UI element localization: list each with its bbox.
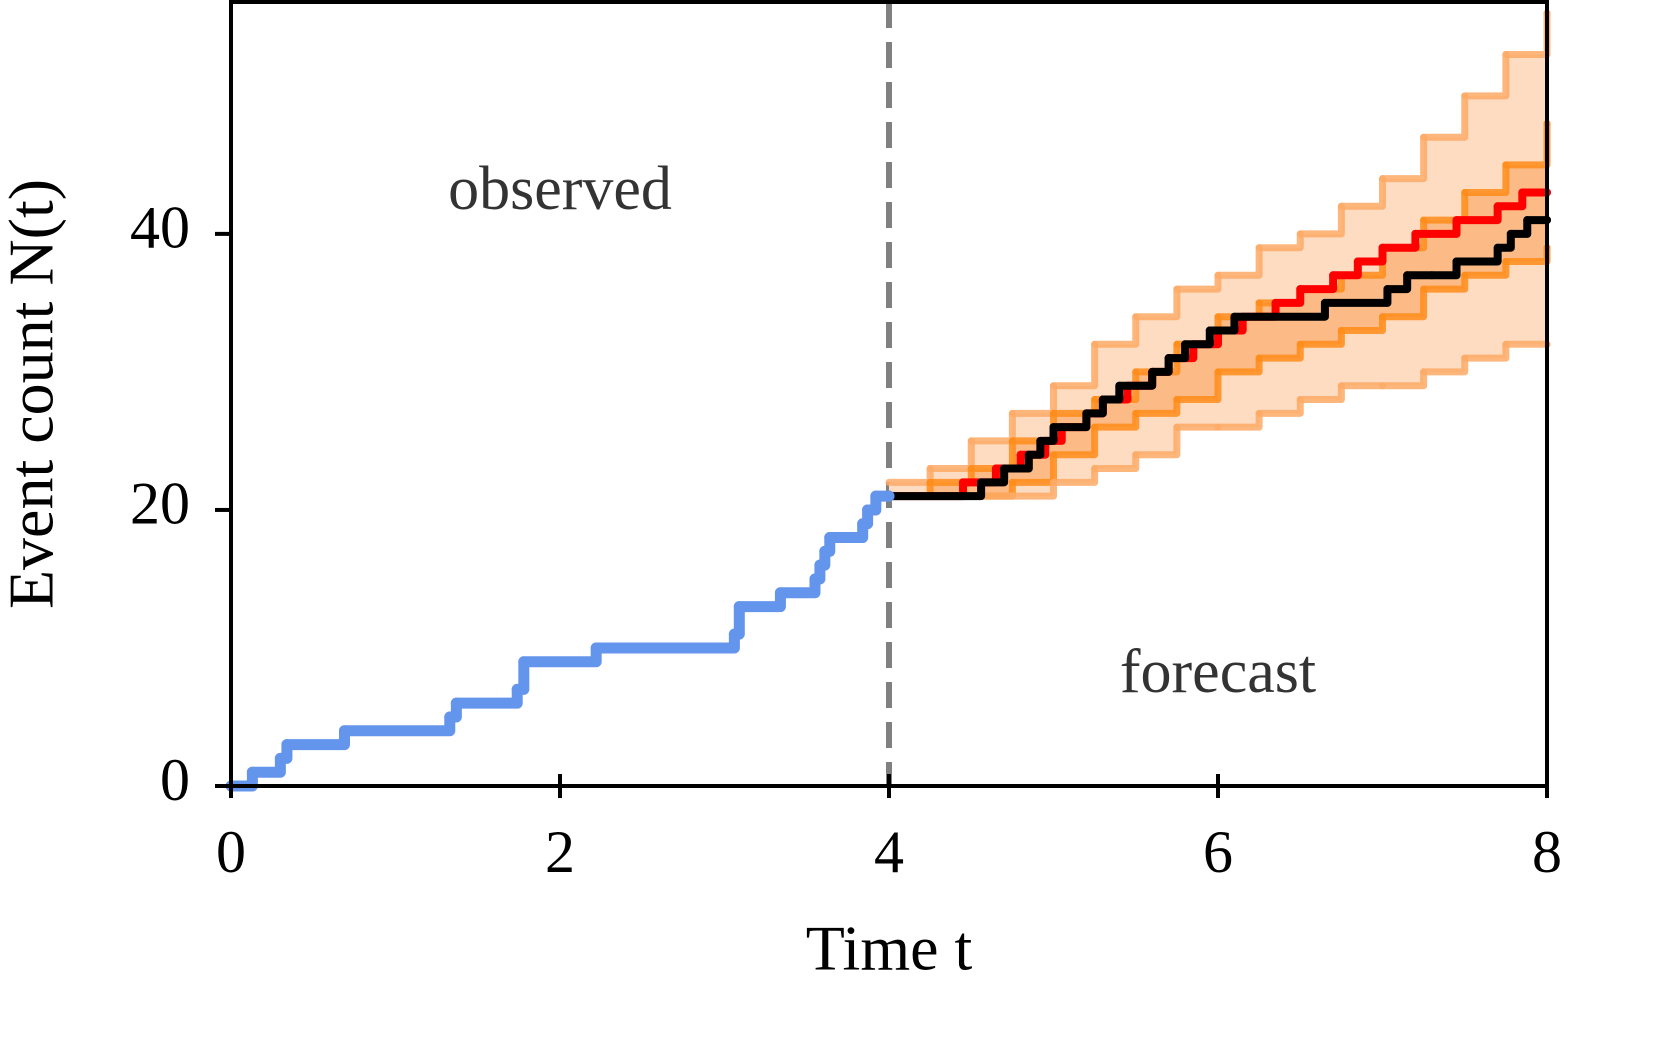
step-segment xyxy=(1452,202,1502,225)
y-tick-label: 20 xyxy=(130,471,190,537)
step-segment xyxy=(728,601,745,640)
step-segment xyxy=(1296,202,1345,238)
step-segment xyxy=(1091,451,1140,473)
step-segment xyxy=(1008,382,1057,417)
step-segment xyxy=(977,464,1009,487)
step-segment xyxy=(885,465,934,486)
step-segment xyxy=(1000,450,1033,473)
annotation: observed xyxy=(448,155,672,223)
step-segment xyxy=(1337,313,1386,335)
step-segment xyxy=(1461,340,1510,362)
step-segment xyxy=(1132,396,1181,417)
quantile-band xyxy=(889,123,1547,497)
step-segment xyxy=(1452,243,1502,266)
step-segment xyxy=(1091,409,1140,431)
x-tick-label: 2 xyxy=(545,819,575,885)
step-segment xyxy=(1255,340,1304,362)
step-segment xyxy=(1493,188,1527,211)
step-segment xyxy=(1420,354,1469,376)
x-axis-label: Time t xyxy=(806,913,973,984)
step-segment xyxy=(1115,367,1157,390)
step-segment xyxy=(1461,50,1510,100)
step-segment xyxy=(1214,409,1263,431)
step-segment xyxy=(1164,340,1190,363)
step-segment xyxy=(518,642,602,668)
step-segment xyxy=(1353,243,1387,266)
step-segment xyxy=(1214,244,1263,279)
step-segment xyxy=(1506,216,1532,238)
step-segment xyxy=(1461,257,1510,279)
step-segment xyxy=(1427,257,1461,280)
step-segment xyxy=(590,628,740,654)
y-tick-label: 40 xyxy=(130,195,190,261)
step-segment xyxy=(1379,368,1428,390)
step-segment xyxy=(1049,409,1091,432)
step-segment xyxy=(1337,175,1386,210)
step-segment xyxy=(1173,368,1222,404)
step-segment xyxy=(281,725,351,751)
step-segment xyxy=(1050,423,1099,459)
step-segment xyxy=(885,478,986,501)
step-segment xyxy=(1296,327,1345,348)
step-segment xyxy=(1255,230,1304,252)
step-segment xyxy=(1296,382,1345,404)
step-segment xyxy=(1329,257,1362,280)
step-segment xyxy=(1132,285,1181,321)
step-segment xyxy=(1411,216,1461,238)
step-segment xyxy=(733,587,786,613)
step-segment xyxy=(1378,229,1420,252)
x-tick-label: 6 xyxy=(1203,819,1233,885)
step-segment xyxy=(1181,326,1214,349)
step-segment xyxy=(339,711,456,737)
annotation: forecast xyxy=(1120,638,1316,706)
quantile-band xyxy=(889,13,1547,497)
step-segment xyxy=(1383,271,1412,294)
step-segment xyxy=(1320,285,1392,307)
step-segment xyxy=(1008,478,1057,500)
x-tick-label: 0 xyxy=(216,819,246,885)
step-segment xyxy=(967,409,1016,445)
step-segment xyxy=(1024,436,1045,459)
step-segment xyxy=(1379,285,1428,321)
step-segment xyxy=(1230,298,1329,321)
step-segment xyxy=(1420,271,1469,293)
step-segment xyxy=(1461,161,1510,196)
step-segment xyxy=(1173,271,1222,293)
x-tick-label: 8 xyxy=(1532,819,1562,885)
step-segment xyxy=(1255,396,1304,417)
y-tick-label: 0 xyxy=(160,747,190,813)
step-segment xyxy=(1050,465,1099,486)
step-segment xyxy=(1271,285,1305,307)
step-segment xyxy=(1502,9,1551,58)
step-segment xyxy=(1098,381,1124,404)
step-segment xyxy=(926,437,975,473)
step-segment xyxy=(1214,354,1263,376)
step-segment xyxy=(1379,133,1428,183)
step-segment xyxy=(1091,313,1140,348)
step-segment xyxy=(1420,92,1469,141)
plot-frame xyxy=(229,0,1549,788)
step-segment xyxy=(450,683,523,709)
step-segment xyxy=(1205,312,1239,335)
step-segment xyxy=(1296,271,1338,294)
step-segment xyxy=(1082,395,1107,418)
step-segment xyxy=(1148,354,1173,376)
step-segment xyxy=(511,656,530,695)
step-segment xyxy=(1132,423,1181,459)
step-segment xyxy=(1036,423,1058,445)
x-tick-label: 4 xyxy=(874,819,904,885)
y-axis-label: Event count N(t) xyxy=(0,179,67,609)
step-segment xyxy=(774,573,821,599)
step-segment xyxy=(1493,229,1515,252)
step-segment xyxy=(1050,340,1099,390)
